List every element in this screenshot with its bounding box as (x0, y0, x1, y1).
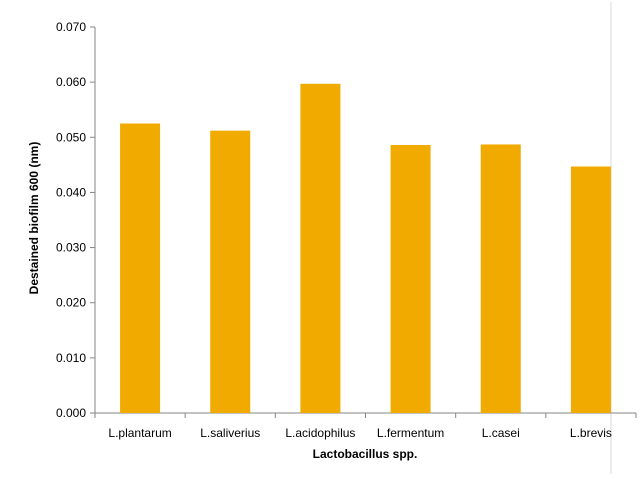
x-tick-label: L.acidophilus (285, 426, 355, 440)
y-tick-label: 0.050 (56, 130, 86, 144)
y-tick-label: 0.010 (56, 351, 86, 365)
plot-area: 0.000 0.010 0.020 0.030 0.040 0.050 0.060 0.070… (56, 20, 637, 440)
y-axis-title: Destained biofilm 600 (nm) (27, 142, 41, 295)
bar (300, 83, 341, 413)
y-tick-label: 0.060 (56, 75, 86, 89)
x-tick-label: L.brevis (570, 426, 612, 440)
bar (480, 144, 521, 413)
x-tick-label: L.fermentum (377, 426, 444, 440)
y-tick-label: 0.040 (56, 185, 86, 199)
bar (570, 166, 611, 413)
y-tick-label: 0.070 (56, 20, 86, 34)
bar (210, 130, 251, 413)
bar (390, 145, 431, 413)
x-tick-label: L.plantarum (108, 426, 171, 440)
y-tick-label: 0.030 (56, 241, 86, 255)
y-tick-label: 0.000 (56, 406, 86, 420)
x-axis-title: Lactobacillus spp. (313, 447, 418, 461)
y-tick-label: 0.020 (56, 296, 86, 310)
x-tick-label: L.casei (482, 426, 520, 440)
x-tick-label: L.saliverius (200, 426, 260, 440)
bar (120, 123, 161, 413)
